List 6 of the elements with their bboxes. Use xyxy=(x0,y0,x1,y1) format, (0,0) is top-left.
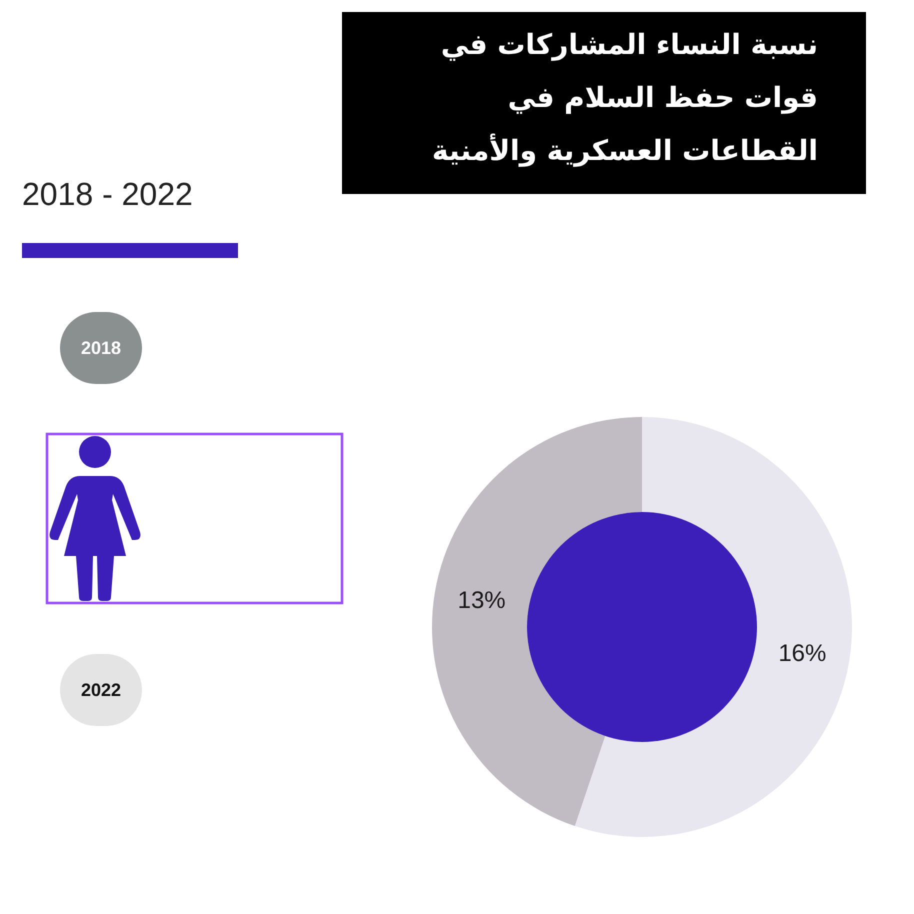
data-label: 16% xyxy=(778,640,826,667)
chart-title: نسبة النساء المشاركات في قوات حفظ السلام في القطاعات العسكرية والأمنية xyxy=(431,27,818,169)
data-label: 13% xyxy=(458,587,506,614)
text: 2018 xyxy=(80,338,122,358)
text: 2022 xyxy=(80,680,122,700)
text: 2018 - 2022 xyxy=(22,176,193,212)
